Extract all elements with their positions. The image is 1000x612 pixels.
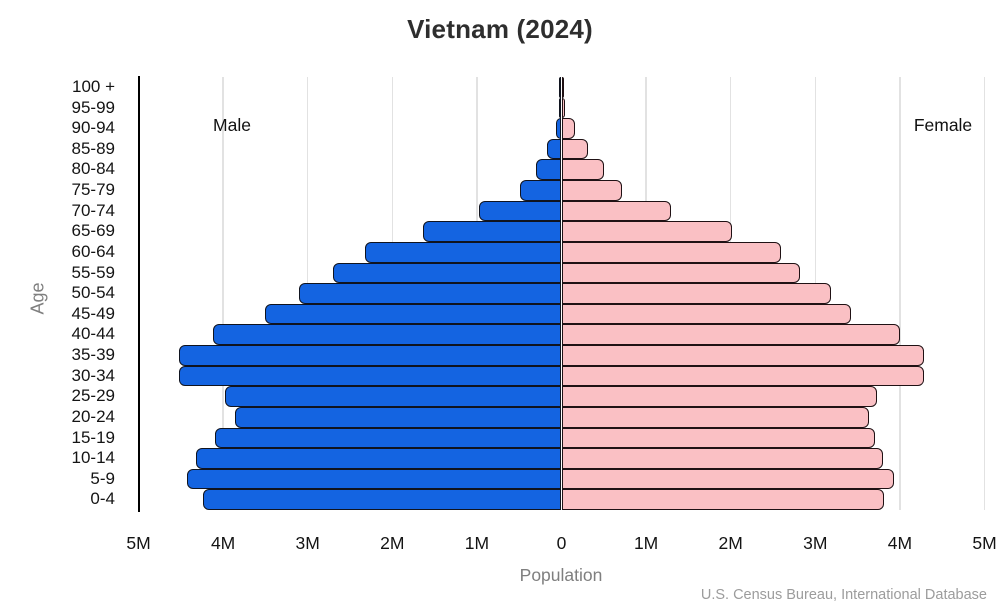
female-bar <box>561 159 604 181</box>
female-series-label: Female <box>913 115 973 135</box>
x-axis-title: Population <box>519 565 603 585</box>
gridline <box>899 77 901 510</box>
male-bar <box>234 406 562 428</box>
age-tick-label: 35-39 <box>71 345 115 365</box>
x-tick-label: 1M <box>633 533 659 553</box>
age-tick-label: 55-59 <box>71 262 115 282</box>
age-tick-label: 20-24 <box>71 406 115 426</box>
x-tick-label: 4M <box>887 533 913 553</box>
age-tick-label: 15-19 <box>71 427 115 447</box>
female-bar <box>561 97 565 119</box>
age-tick-label: 0-4 <box>90 489 115 509</box>
chart-title: Vietnam (2024) <box>407 14 593 44</box>
male-bar <box>555 118 562 139</box>
male-bar <box>224 386 562 407</box>
female-bar <box>561 262 801 284</box>
x-tick-label: 4M <box>210 533 236 553</box>
x-tick-label: 5M <box>972 533 997 553</box>
female-bar <box>561 386 878 407</box>
age-tick-label: 85-89 <box>71 138 115 158</box>
female-bar <box>561 180 623 201</box>
age-tick-label: 50-54 <box>71 283 115 303</box>
male-bar <box>179 365 562 387</box>
x-tick-label: 2M <box>718 533 743 553</box>
female-bar <box>561 489 884 510</box>
female-bar <box>561 365 925 387</box>
female-bar <box>561 345 925 366</box>
male-bar <box>196 448 562 469</box>
male-series-label: Male <box>213 115 251 135</box>
female-bar <box>561 241 782 263</box>
x-tick-label: 2M <box>380 533 405 553</box>
male-bar <box>559 77 562 98</box>
male-bar <box>422 221 562 242</box>
male-bar <box>186 468 562 490</box>
female-bar <box>561 303 851 325</box>
y-axis-line <box>137 76 140 512</box>
age-tick-label: 75-79 <box>71 180 115 200</box>
age-tick-label: 25-29 <box>71 386 115 406</box>
age-tick-label: 5-9 <box>90 468 115 488</box>
age-tick-label: 80-84 <box>71 159 115 179</box>
age-tick-label: 70-74 <box>71 200 115 220</box>
source-credit: U.S. Census Bureau, International Databa… <box>700 587 987 603</box>
male-bar <box>479 200 562 222</box>
age-tick-label: 45-49 <box>71 303 115 323</box>
age-tick-label: 65-69 <box>71 221 115 241</box>
female-bar <box>561 406 870 428</box>
age-tick-label: 60-64 <box>71 241 115 261</box>
x-tick-label: 3M <box>803 533 828 553</box>
female-bar <box>561 283 831 304</box>
x-tick-label: 0 <box>556 533 567 553</box>
female-bar <box>561 427 876 449</box>
age-tick-label: 95-99 <box>71 97 115 117</box>
female-bar <box>561 221 732 242</box>
male-bar <box>559 97 562 119</box>
female-bar <box>561 200 671 222</box>
male-bar <box>264 303 562 325</box>
male-bar <box>333 262 562 284</box>
x-tick-label: 3M <box>295 533 320 553</box>
female-bar <box>561 138 588 160</box>
female-bar <box>561 324 900 346</box>
age-tick-label: 90-94 <box>71 118 115 138</box>
female-bar <box>561 468 894 490</box>
male-bar <box>179 345 562 366</box>
male-bar <box>212 324 562 346</box>
age-tick-label: 30-34 <box>71 365 115 385</box>
y-axis-title: Age <box>27 282 48 315</box>
male-bar <box>202 489 562 510</box>
age-tick-label: 100 + <box>71 77 115 96</box>
male-bar <box>520 180 562 201</box>
male-bar <box>299 283 562 304</box>
male-bar <box>536 159 562 181</box>
female-bar <box>561 448 883 469</box>
age-tick-label: 40-44 <box>71 324 115 344</box>
age-tick-label: 10-14 <box>71 448 115 468</box>
x-tick-label: 5M <box>126 533 151 553</box>
female-bar <box>561 118 576 139</box>
male-bar <box>214 427 562 449</box>
male-bar <box>547 138 562 160</box>
male-bar <box>365 241 562 263</box>
x-tick-label: 1M <box>464 533 490 553</box>
gridline <box>222 77 224 510</box>
female-bar <box>561 77 564 98</box>
gridline <box>983 77 986 510</box>
